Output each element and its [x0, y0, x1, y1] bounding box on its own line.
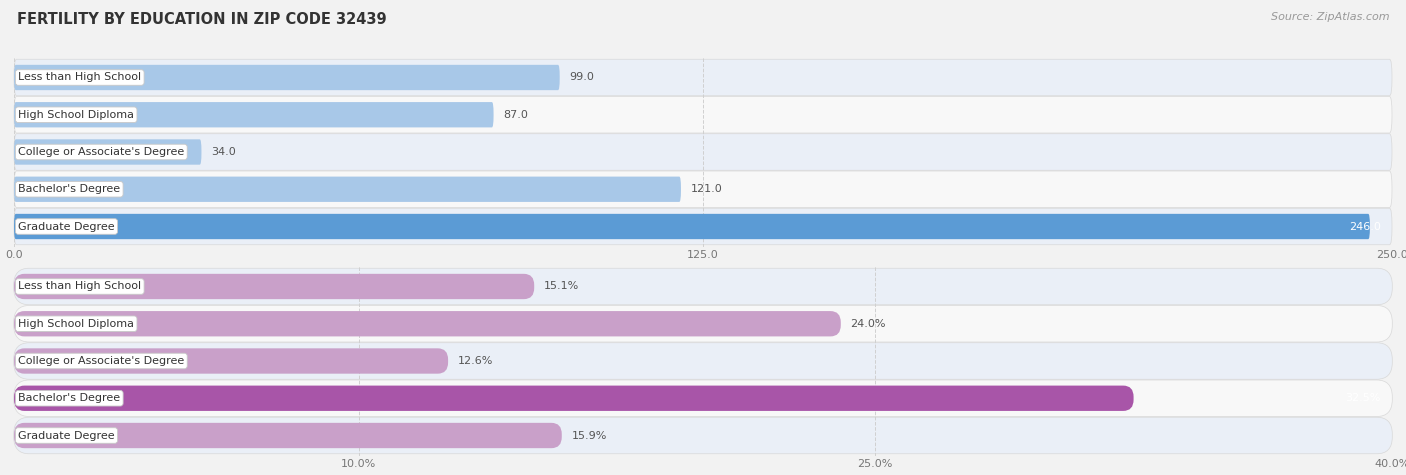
FancyBboxPatch shape: [14, 214, 1369, 239]
Text: 87.0: 87.0: [503, 110, 529, 120]
FancyBboxPatch shape: [14, 134, 1392, 170]
Text: 99.0: 99.0: [569, 73, 595, 83]
FancyBboxPatch shape: [14, 274, 534, 299]
Text: 12.6%: 12.6%: [458, 356, 494, 366]
Text: High School Diploma: High School Diploma: [18, 110, 134, 120]
FancyBboxPatch shape: [14, 305, 1392, 342]
FancyBboxPatch shape: [14, 417, 1392, 454]
Text: College or Associate's Degree: College or Associate's Degree: [18, 147, 184, 157]
Text: 15.9%: 15.9%: [571, 430, 607, 440]
Text: 34.0: 34.0: [211, 147, 236, 157]
FancyBboxPatch shape: [14, 208, 1392, 245]
Text: 15.1%: 15.1%: [544, 282, 579, 292]
FancyBboxPatch shape: [14, 96, 1392, 133]
FancyBboxPatch shape: [14, 268, 1392, 305]
FancyBboxPatch shape: [14, 380, 1392, 417]
Text: Less than High School: Less than High School: [18, 73, 142, 83]
Text: College or Associate's Degree: College or Associate's Degree: [18, 356, 184, 366]
FancyBboxPatch shape: [14, 348, 449, 374]
Text: Graduate Degree: Graduate Degree: [18, 221, 115, 231]
Text: Graduate Degree: Graduate Degree: [18, 430, 115, 440]
FancyBboxPatch shape: [14, 311, 841, 336]
FancyBboxPatch shape: [14, 386, 1133, 411]
Text: 121.0: 121.0: [690, 184, 723, 194]
FancyBboxPatch shape: [14, 343, 1392, 379]
FancyBboxPatch shape: [14, 102, 494, 127]
Text: Less than High School: Less than High School: [18, 282, 142, 292]
FancyBboxPatch shape: [14, 171, 1392, 208]
FancyBboxPatch shape: [14, 423, 562, 448]
Text: Source: ZipAtlas.com: Source: ZipAtlas.com: [1271, 12, 1389, 22]
Text: Bachelor's Degree: Bachelor's Degree: [18, 393, 121, 403]
Text: 246.0: 246.0: [1348, 221, 1381, 231]
Text: 32.5%: 32.5%: [1346, 393, 1381, 403]
FancyBboxPatch shape: [14, 59, 1392, 96]
Text: High School Diploma: High School Diploma: [18, 319, 134, 329]
Text: 24.0%: 24.0%: [851, 319, 886, 329]
FancyBboxPatch shape: [14, 65, 560, 90]
FancyBboxPatch shape: [14, 177, 681, 202]
Text: Bachelor's Degree: Bachelor's Degree: [18, 184, 121, 194]
FancyBboxPatch shape: [14, 139, 201, 165]
Text: FERTILITY BY EDUCATION IN ZIP CODE 32439: FERTILITY BY EDUCATION IN ZIP CODE 32439: [17, 12, 387, 27]
